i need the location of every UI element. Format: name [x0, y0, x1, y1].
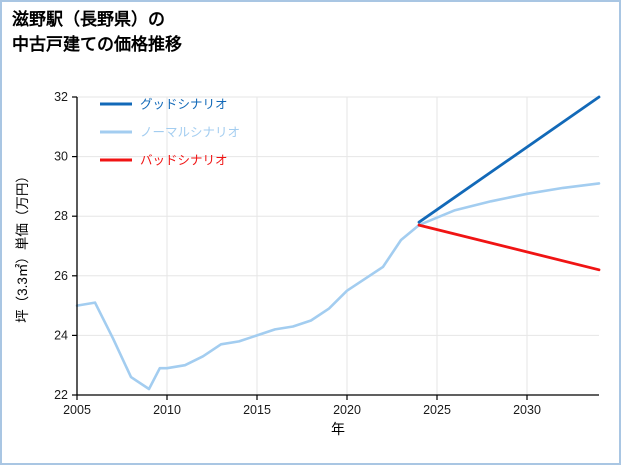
- x-tick-label: 2030: [513, 403, 541, 417]
- y-tick-label: 22: [54, 388, 68, 402]
- legend-label: バッドシナリオ: [140, 154, 228, 168]
- series-line: [75, 182, 601, 391]
- x-tick-label: 2005: [63, 403, 91, 417]
- y-tick-label: 30: [54, 150, 68, 164]
- x-tick-label: 2015: [243, 403, 271, 417]
- plot-group: 2005 2010 2015 2020 2025 2030 22 24 26 28 30 32 グッドシ…: [54, 90, 601, 417]
- x-tick-label: 2025: [423, 403, 451, 417]
- y-axis-label: 坪（3.3㎡）単価（万円）: [15, 169, 30, 323]
- series-line: [417, 95, 601, 224]
- y-tick-label: 32: [54, 90, 68, 104]
- x-axis-label: 年: [331, 421, 345, 437]
- x-tick-label: 2020: [333, 403, 361, 417]
- title-line-1: 滋野駅（長野県）の: [12, 10, 165, 29]
- series-line: [417, 223, 601, 272]
- legend-label: グッドシナリオ: [140, 98, 228, 112]
- title-line-2: 中古戸建ての価格推移: [12, 34, 182, 54]
- x-tick-label: 2010: [153, 403, 181, 417]
- y-tick-label: 26: [54, 269, 68, 283]
- page-title: 滋野駅（長野県）の 中古戸建ての価格推移: [12, 8, 182, 57]
- legend-label: ノーマルシナリオ: [140, 126, 240, 140]
- y-tick-label: 28: [54, 209, 68, 223]
- y-tick-label: 24: [54, 328, 68, 342]
